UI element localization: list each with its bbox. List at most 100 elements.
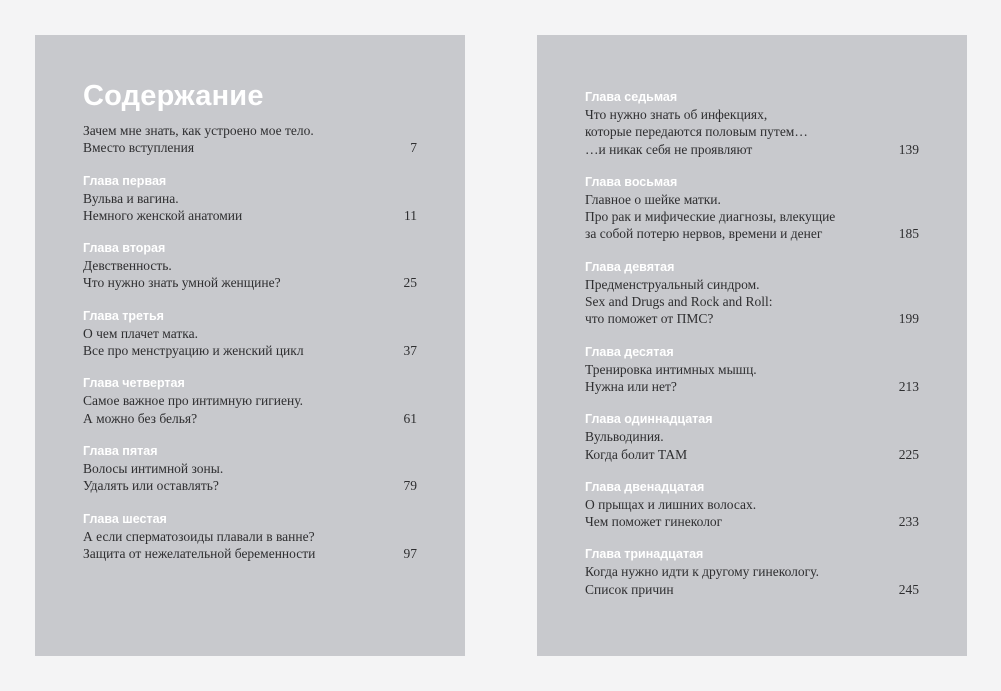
toc-entries-right: Глава седьмая Что нужно знать об инфекция… bbox=[585, 89, 919, 598]
chapter-title-text: Что нужно знать умной женщине? bbox=[83, 275, 281, 291]
page-number: 25 bbox=[403, 275, 418, 291]
chapter-title-line: что поможет от ПМС? 199 bbox=[585, 310, 919, 327]
chapter-title-text: …и никак себя не проявляют bbox=[585, 141, 753, 157]
chapter-title-text: Что нужно знать об инфекциях, bbox=[585, 107, 768, 122]
chapter-heading: Глава десятая bbox=[585, 344, 674, 359]
chapter-title-text: О прыщах и лишних волосах. bbox=[585, 496, 757, 512]
chapter-title-text: Нужна или нет? bbox=[585, 378, 677, 394]
chapter-title-text: Зачем мне знать, как устроено мое тело. bbox=[83, 123, 314, 138]
chapter-heading: Глава восьмая bbox=[585, 174, 678, 189]
page-number: 61 bbox=[403, 410, 418, 426]
right-page: Глава седьмая Что нужно знать об инфекция… bbox=[537, 35, 967, 656]
chapter-title-line: Тренировка интимных мышц. bbox=[585, 361, 919, 378]
chapter-title-text: Про рак и мифические диагнозы, влекущие bbox=[585, 209, 836, 225]
chapter-title-line: за собой потерю нервов, времени и денег 1… bbox=[585, 225, 919, 242]
chapter-title-text: Девственность. bbox=[83, 258, 172, 274]
toc-entry[interactable]: Глава вторая Девственность. Что нужно знат… bbox=[83, 240, 417, 292]
chapter-title-line: Все про менструацию и женский цикл 37 bbox=[83, 342, 417, 359]
chapter-title-line: Главное о шейке матки. bbox=[585, 191, 919, 208]
page-number: 185 bbox=[898, 226, 919, 242]
chapter-title-text: А если сперматозоиды плавали в ванне? bbox=[83, 528, 315, 544]
chapter-title-line: О прыщах и лишних волосах. bbox=[585, 496, 919, 513]
page-number: 79 bbox=[403, 478, 418, 494]
chapter-heading: Глава третья bbox=[83, 308, 164, 323]
chapter-heading: Глава девятая bbox=[585, 259, 675, 274]
chapter-title-line: Девственность. bbox=[83, 257, 417, 274]
chapter-title-line: Зачем мне знать, как устроено мое тело. bbox=[83, 122, 417, 139]
toc-entry[interactable]: Глава одиннадцатая Вульводиния. Когда боли… bbox=[585, 411, 919, 463]
chapter-title-line: Sex and Drugs and Rock and Roll: bbox=[585, 293, 919, 310]
chapter-title-line: …и никак себя не проявляют 139 bbox=[585, 141, 919, 158]
chapter-title-line: Что нужно знать умной женщине? 25 bbox=[83, 274, 417, 291]
chapter-title-line: Предменструальный синдром. bbox=[585, 276, 919, 293]
chapter-title-text: Самое важное про интимную гигиену. bbox=[83, 393, 304, 409]
chapter-title-line: А если сперматозоиды плавали в ванне? bbox=[83, 528, 417, 545]
toc-entry[interactable]: Глава шестая А если сперматозоиды плавали… bbox=[83, 511, 417, 563]
chapter-title-text: Вместо вступления bbox=[83, 140, 195, 156]
chapter-title-text: Sex and Drugs and Rock and Roll: bbox=[585, 294, 773, 310]
chapter-heading: Глава тринадцатая bbox=[585, 547, 704, 562]
chapter-title-text: А можно без белья? bbox=[83, 410, 198, 426]
page-number: 139 bbox=[898, 141, 919, 157]
page-title: Содержание bbox=[83, 80, 264, 112]
chapter-title-text: Защита от нежелательной беременности bbox=[83, 545, 316, 561]
chapter-title-text: Тренировка интимных мышц. bbox=[585, 361, 757, 377]
page-number: 199 bbox=[898, 311, 919, 327]
page-number: 7 bbox=[410, 140, 417, 156]
chapter-title-text: за собой потерю нервов, времени и денег bbox=[585, 226, 823, 242]
page-number: 225 bbox=[898, 446, 919, 462]
page-number: 233 bbox=[898, 514, 919, 530]
chapter-title-line: А можно без белья? 61 bbox=[83, 410, 417, 427]
page-number: 11 bbox=[404, 207, 417, 223]
chapter-heading: Глава пятая bbox=[83, 443, 158, 458]
toc-entry[interactable]: Глава десятая Тренировка интимных мышц. Ну… bbox=[585, 344, 919, 396]
toc-entry[interactable]: Глава тринадцатая Когда нужно идти к друг… bbox=[585, 546, 919, 598]
chapter-title-text: Когда болит ТАМ bbox=[585, 446, 688, 462]
chapter-heading: Глава первая bbox=[83, 173, 167, 188]
chapter-title-line: Волосы интимной зоны. bbox=[83, 460, 417, 477]
toc-left: Содержание Зачем мне знать, как устроено… bbox=[83, 79, 417, 578]
toc-entry[interactable]: Глава двенадцатая О прыщах и лишних волос… bbox=[585, 479, 919, 531]
left-page: Содержание Зачем мне знать, как устроено… bbox=[35, 35, 465, 656]
chapter-title-text: Все про менструацию и женский цикл bbox=[83, 343, 304, 359]
chapter-title-text: Список причин bbox=[585, 581, 674, 597]
chapter-title-line: Что нужно знать об инфекциях, bbox=[585, 106, 919, 123]
toc-entry[interactable]: Глава пятая Волосы интимной зоны. Удалять … bbox=[83, 443, 417, 495]
toc-entry[interactable]: Глава девятая Предменструальный синдром. S… bbox=[585, 259, 919, 328]
chapter-title-text: О чем плачет матка. bbox=[83, 325, 199, 341]
toc-entry[interactable]: Глава четвертая Самое важное про интимную… bbox=[83, 375, 417, 427]
toc-right: Глава седьмая Что нужно знать об инфекция… bbox=[585, 89, 919, 614]
chapter-title-text: Вульва и вагина. bbox=[83, 190, 179, 206]
chapter-title-line: Про рак и мифические диагнозы, влекущие bbox=[585, 208, 919, 225]
chapter-title-text: Немного женской анатомии bbox=[83, 207, 243, 223]
page-number: 245 bbox=[898, 581, 919, 597]
toc-entry[interactable]: Глава седьмая Что нужно знать об инфекция… bbox=[585, 89, 919, 158]
chapter-title-line: которые передаются половым путем… bbox=[585, 123, 919, 140]
chapter-title-line: Самое важное про интимную гигиену. bbox=[83, 392, 417, 409]
toc-entry[interactable]: Глава первая Вульва и вагина. Немного женс… bbox=[83, 173, 417, 225]
chapter-title-text: Когда нужно идти к другому гинекологу. bbox=[585, 564, 819, 580]
chapter-title-line: Удалять или оставлять? 79 bbox=[83, 477, 417, 494]
chapter-heading: Глава двенадцатая bbox=[585, 479, 705, 494]
page-number: 37 bbox=[403, 343, 418, 359]
chapter-heading: Глава одиннадцатая bbox=[585, 412, 713, 427]
page-number: 97 bbox=[403, 545, 418, 561]
chapter-title-line: Вульводиния. bbox=[585, 428, 919, 445]
chapter-title-text: Вульводиния. bbox=[585, 429, 664, 445]
toc-entry[interactable]: Зачем мне знать, как устроено мое тело. В… bbox=[83, 122, 417, 157]
toc-entry[interactable]: Глава восьмая Главное о шейке матки. Про р… bbox=[585, 174, 919, 243]
chapter-title-line: Чем поможет гинеколог 233 bbox=[585, 513, 919, 530]
chapter-title-line: Вульва и вагина. bbox=[83, 190, 417, 207]
chapter-title-text: Волосы интимной зоны. bbox=[83, 460, 224, 476]
chapter-title-line: Когда болит ТАМ 225 bbox=[585, 446, 919, 463]
chapter-title-line: О чем плачет матка. bbox=[83, 325, 417, 342]
chapter-title-line: Когда нужно идти к другому гинекологу. bbox=[585, 563, 919, 580]
chapter-heading: Глава шестая bbox=[83, 511, 167, 526]
chapter-title-line: Нужна или нет? 213 bbox=[585, 378, 919, 395]
chapter-heading: Глава четвертая bbox=[83, 376, 185, 391]
chapter-title-line: Вместо вступления 7 bbox=[83, 139, 417, 156]
chapter-title-line: Защита от нежелательной беременности 97 bbox=[83, 545, 417, 562]
chapter-title-text: Удалять или оставлять? bbox=[83, 478, 219, 494]
chapter-title-text: которые передаются половым путем… bbox=[585, 124, 808, 140]
toc-entry[interactable]: Глава третья О чем плачет матка. Все про м… bbox=[83, 308, 417, 360]
